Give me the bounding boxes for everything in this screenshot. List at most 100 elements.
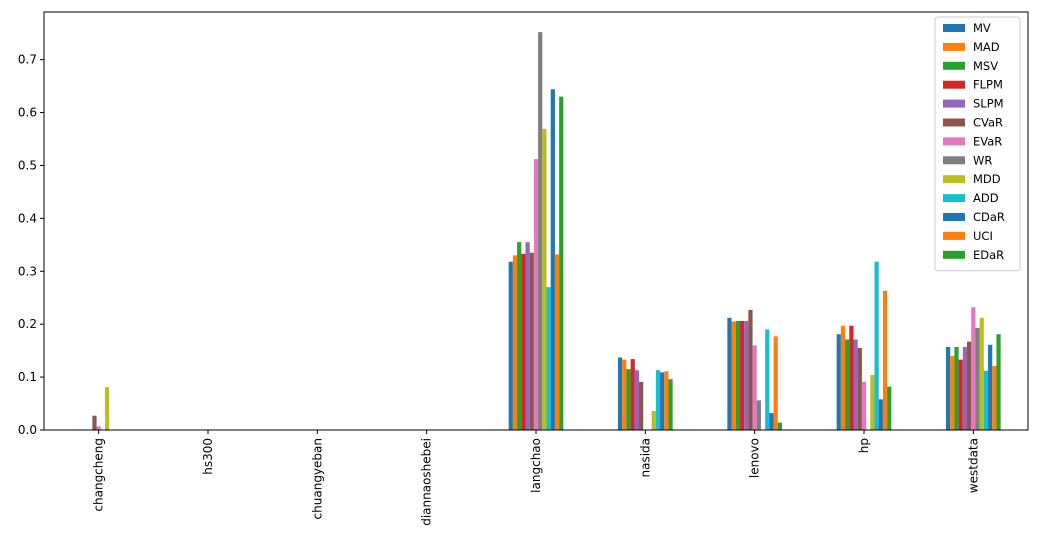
x-tick-label-diannaoshebei: diannaoshebei bbox=[420, 438, 434, 526]
bar-flpm-langchao bbox=[521, 253, 526, 430]
legend-label-slpm: SLPM bbox=[973, 97, 1004, 111]
bar-uci-nasida bbox=[664, 371, 669, 430]
bar-mdd-changcheng bbox=[104, 387, 110, 430]
legend-swatch-slpm bbox=[943, 99, 965, 108]
y-tick-label: 0.1 bbox=[18, 370, 37, 384]
legend-swatch-flpm bbox=[943, 80, 965, 89]
bar-cvar-langchao bbox=[529, 252, 534, 430]
bar-cdar-nasida bbox=[660, 372, 665, 430]
y-tick-label: 0.2 bbox=[18, 317, 37, 331]
bar-cvar-nasida bbox=[639, 381, 644, 430]
bar-msv-lenovo bbox=[735, 321, 740, 430]
bar-mdd-westdata bbox=[979, 317, 984, 430]
y-axis: 0.0 0.1 0.2 0.3 0.4 0.5 0.6 0.7 bbox=[18, 53, 44, 437]
bar-slpm-langchao bbox=[525, 242, 530, 430]
bar-mad-langchao bbox=[512, 255, 518, 430]
bar-cdar-hp bbox=[878, 399, 883, 430]
plot-frame bbox=[43, 11, 1029, 431]
x-tick-label-nasida: nasida bbox=[638, 438, 652, 478]
bar-evar-westdata bbox=[971, 307, 976, 430]
x-tick-label-langchao: langchao bbox=[529, 438, 543, 493]
bar-mdd-langchao bbox=[542, 128, 547, 430]
legend-swatch-cvar bbox=[943, 118, 965, 127]
bar-evar-lenovo bbox=[752, 345, 757, 430]
bar-msv-hp bbox=[845, 339, 850, 430]
legend-label-msv: MSV bbox=[973, 59, 998, 73]
legend-swatch-uci bbox=[943, 231, 965, 240]
legend-label-cvar: CVaR bbox=[973, 116, 1003, 130]
bar-mv-hp bbox=[836, 334, 841, 430]
bar-msv-langchao bbox=[517, 242, 522, 430]
bar-msv-westdata bbox=[954, 346, 959, 430]
bar-add-hp bbox=[874, 261, 879, 430]
legend-swatch-cdar bbox=[943, 213, 965, 221]
bar-edar-nasida bbox=[668, 379, 673, 430]
x-tick-label-westdata: westdata bbox=[966, 438, 980, 493]
bar-mv-nasida bbox=[618, 357, 623, 430]
x-tick-label-hs300: hs300 bbox=[201, 438, 215, 475]
y-tick-label: 0.6 bbox=[18, 106, 37, 120]
y-tick-label: 0.0 bbox=[18, 423, 37, 437]
bar-add-nasida bbox=[655, 370, 661, 430]
legend-label-wr: WR bbox=[973, 153, 992, 167]
legend-swatch-mv bbox=[943, 24, 965, 32]
x-tick-label-lenovo: lenovo bbox=[748, 438, 762, 478]
legend-label-mv: MV bbox=[973, 21, 991, 35]
legend-label-edar: EDaR bbox=[973, 248, 1004, 262]
bar-cdar-westdata bbox=[988, 344, 993, 430]
bar-cdar-lenovo bbox=[769, 413, 774, 430]
bar-mad-hp bbox=[840, 325, 846, 430]
x-tick-label-changcheng: changcheng bbox=[92, 438, 106, 512]
legend-label-mdd: MDD bbox=[973, 172, 1001, 186]
bar-slpm-lenovo bbox=[744, 321, 749, 430]
bar-mdd-hp bbox=[870, 374, 875, 430]
bar-slpm-nasida bbox=[634, 370, 640, 430]
bar-edar-westdata bbox=[996, 334, 1001, 430]
bar-wr-langchao bbox=[538, 32, 543, 431]
bar-evar-hp bbox=[861, 381, 867, 430]
legend-label-flpm: FLPM bbox=[973, 78, 1003, 92]
bar-flpm-hp bbox=[849, 325, 854, 430]
bar-wr-westdata bbox=[975, 327, 980, 430]
bar-mv-langchao bbox=[508, 261, 513, 430]
y-tick-label: 0.4 bbox=[18, 211, 37, 225]
bar-uci-westdata bbox=[992, 365, 997, 430]
bar-add-westdata bbox=[983, 370, 989, 430]
bar-slpm-hp bbox=[853, 339, 858, 430]
legend-swatch-mdd bbox=[943, 175, 965, 184]
legend-swatch-add bbox=[943, 194, 965, 203]
x-axis: changcheng hs300 chuangyeban diannaoshebei l… bbox=[92, 430, 980, 526]
bar-mv-lenovo bbox=[727, 317, 732, 430]
bar-flpm-lenovo bbox=[739, 321, 745, 430]
legend-swatch-evar bbox=[943, 137, 965, 146]
bar-msv-nasida bbox=[626, 369, 631, 430]
bar-uci-langchao bbox=[554, 254, 560, 430]
legend-label-cdar: CDaR bbox=[973, 210, 1005, 224]
x-tick-label-hp: hp bbox=[857, 438, 871, 453]
bar-cvar-changcheng bbox=[92, 415, 97, 430]
bar-mv-westdata bbox=[946, 346, 951, 430]
bar-uci-lenovo bbox=[773, 336, 778, 430]
bar-cdar-langchao bbox=[550, 89, 555, 430]
legend-label-add: ADD bbox=[973, 191, 999, 205]
legend: MV MAD MSV FLPM SLPM CVaR EVaR WR MDD ADD CDaR UCI E… bbox=[934, 16, 1021, 272]
bar-edar-lenovo bbox=[777, 422, 782, 430]
x-tick-label-chuangyeban: chuangyeban bbox=[310, 438, 324, 519]
bars-layer bbox=[92, 32, 1001, 431]
bar-mdd-nasida bbox=[651, 410, 656, 430]
bar-evar-langchao bbox=[533, 159, 539, 430]
bar-edar-hp bbox=[887, 386, 892, 430]
bar-uci-hp bbox=[882, 290, 888, 430]
bar-cvar-hp bbox=[857, 347, 862, 430]
bar-edar-langchao bbox=[559, 96, 564, 430]
bar-mad-westdata bbox=[950, 355, 955, 430]
legend-swatch-mad bbox=[943, 42, 965, 51]
bar-slpm-westdata bbox=[962, 346, 968, 430]
y-tick-label: 0.3 bbox=[18, 264, 37, 278]
legend-swatch-edar bbox=[943, 250, 965, 259]
bar-flpm-nasida bbox=[630, 359, 635, 430]
bar-cvar-westdata bbox=[967, 341, 972, 430]
bar-mad-nasida bbox=[622, 359, 627, 430]
legend-label-evar: EVaR bbox=[973, 134, 1002, 148]
